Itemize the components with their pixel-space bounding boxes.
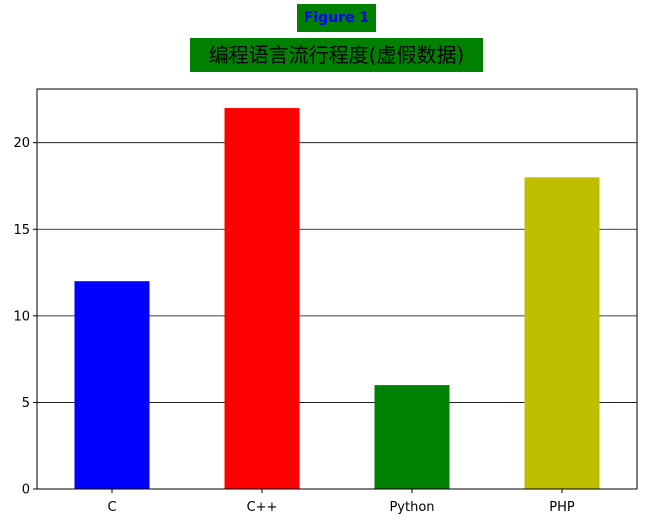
figure-label: Figure 1 (297, 4, 376, 32)
bars (74, 108, 600, 490)
y-tick-label-10: 10 (13, 309, 30, 324)
chart-title: 编程语言流行程度(虚假数据) (190, 38, 483, 72)
y-tick-label-0: 0 (22, 483, 30, 498)
y-axis-ticks: 0 5 10 15 20 (13, 136, 37, 498)
bar-cpp (224, 108, 300, 490)
bar-python (374, 385, 450, 489)
plot-frame (36, 88, 638, 490)
x-tick-label-3: PHP (549, 500, 575, 515)
y-tick-label-5: 5 (22, 396, 30, 411)
y-tick-label-15: 15 (13, 223, 30, 238)
y-tick-label-20: 20 (13, 136, 30, 151)
bar-php (524, 177, 600, 489)
x-tick-label-2: Python (389, 500, 434, 515)
bar-c (74, 281, 150, 489)
x-tick-label-0: C (107, 500, 116, 515)
x-axis-ticks: C C++ Python PHP (107, 489, 575, 515)
x-tick-label-1: C++ (247, 500, 278, 515)
